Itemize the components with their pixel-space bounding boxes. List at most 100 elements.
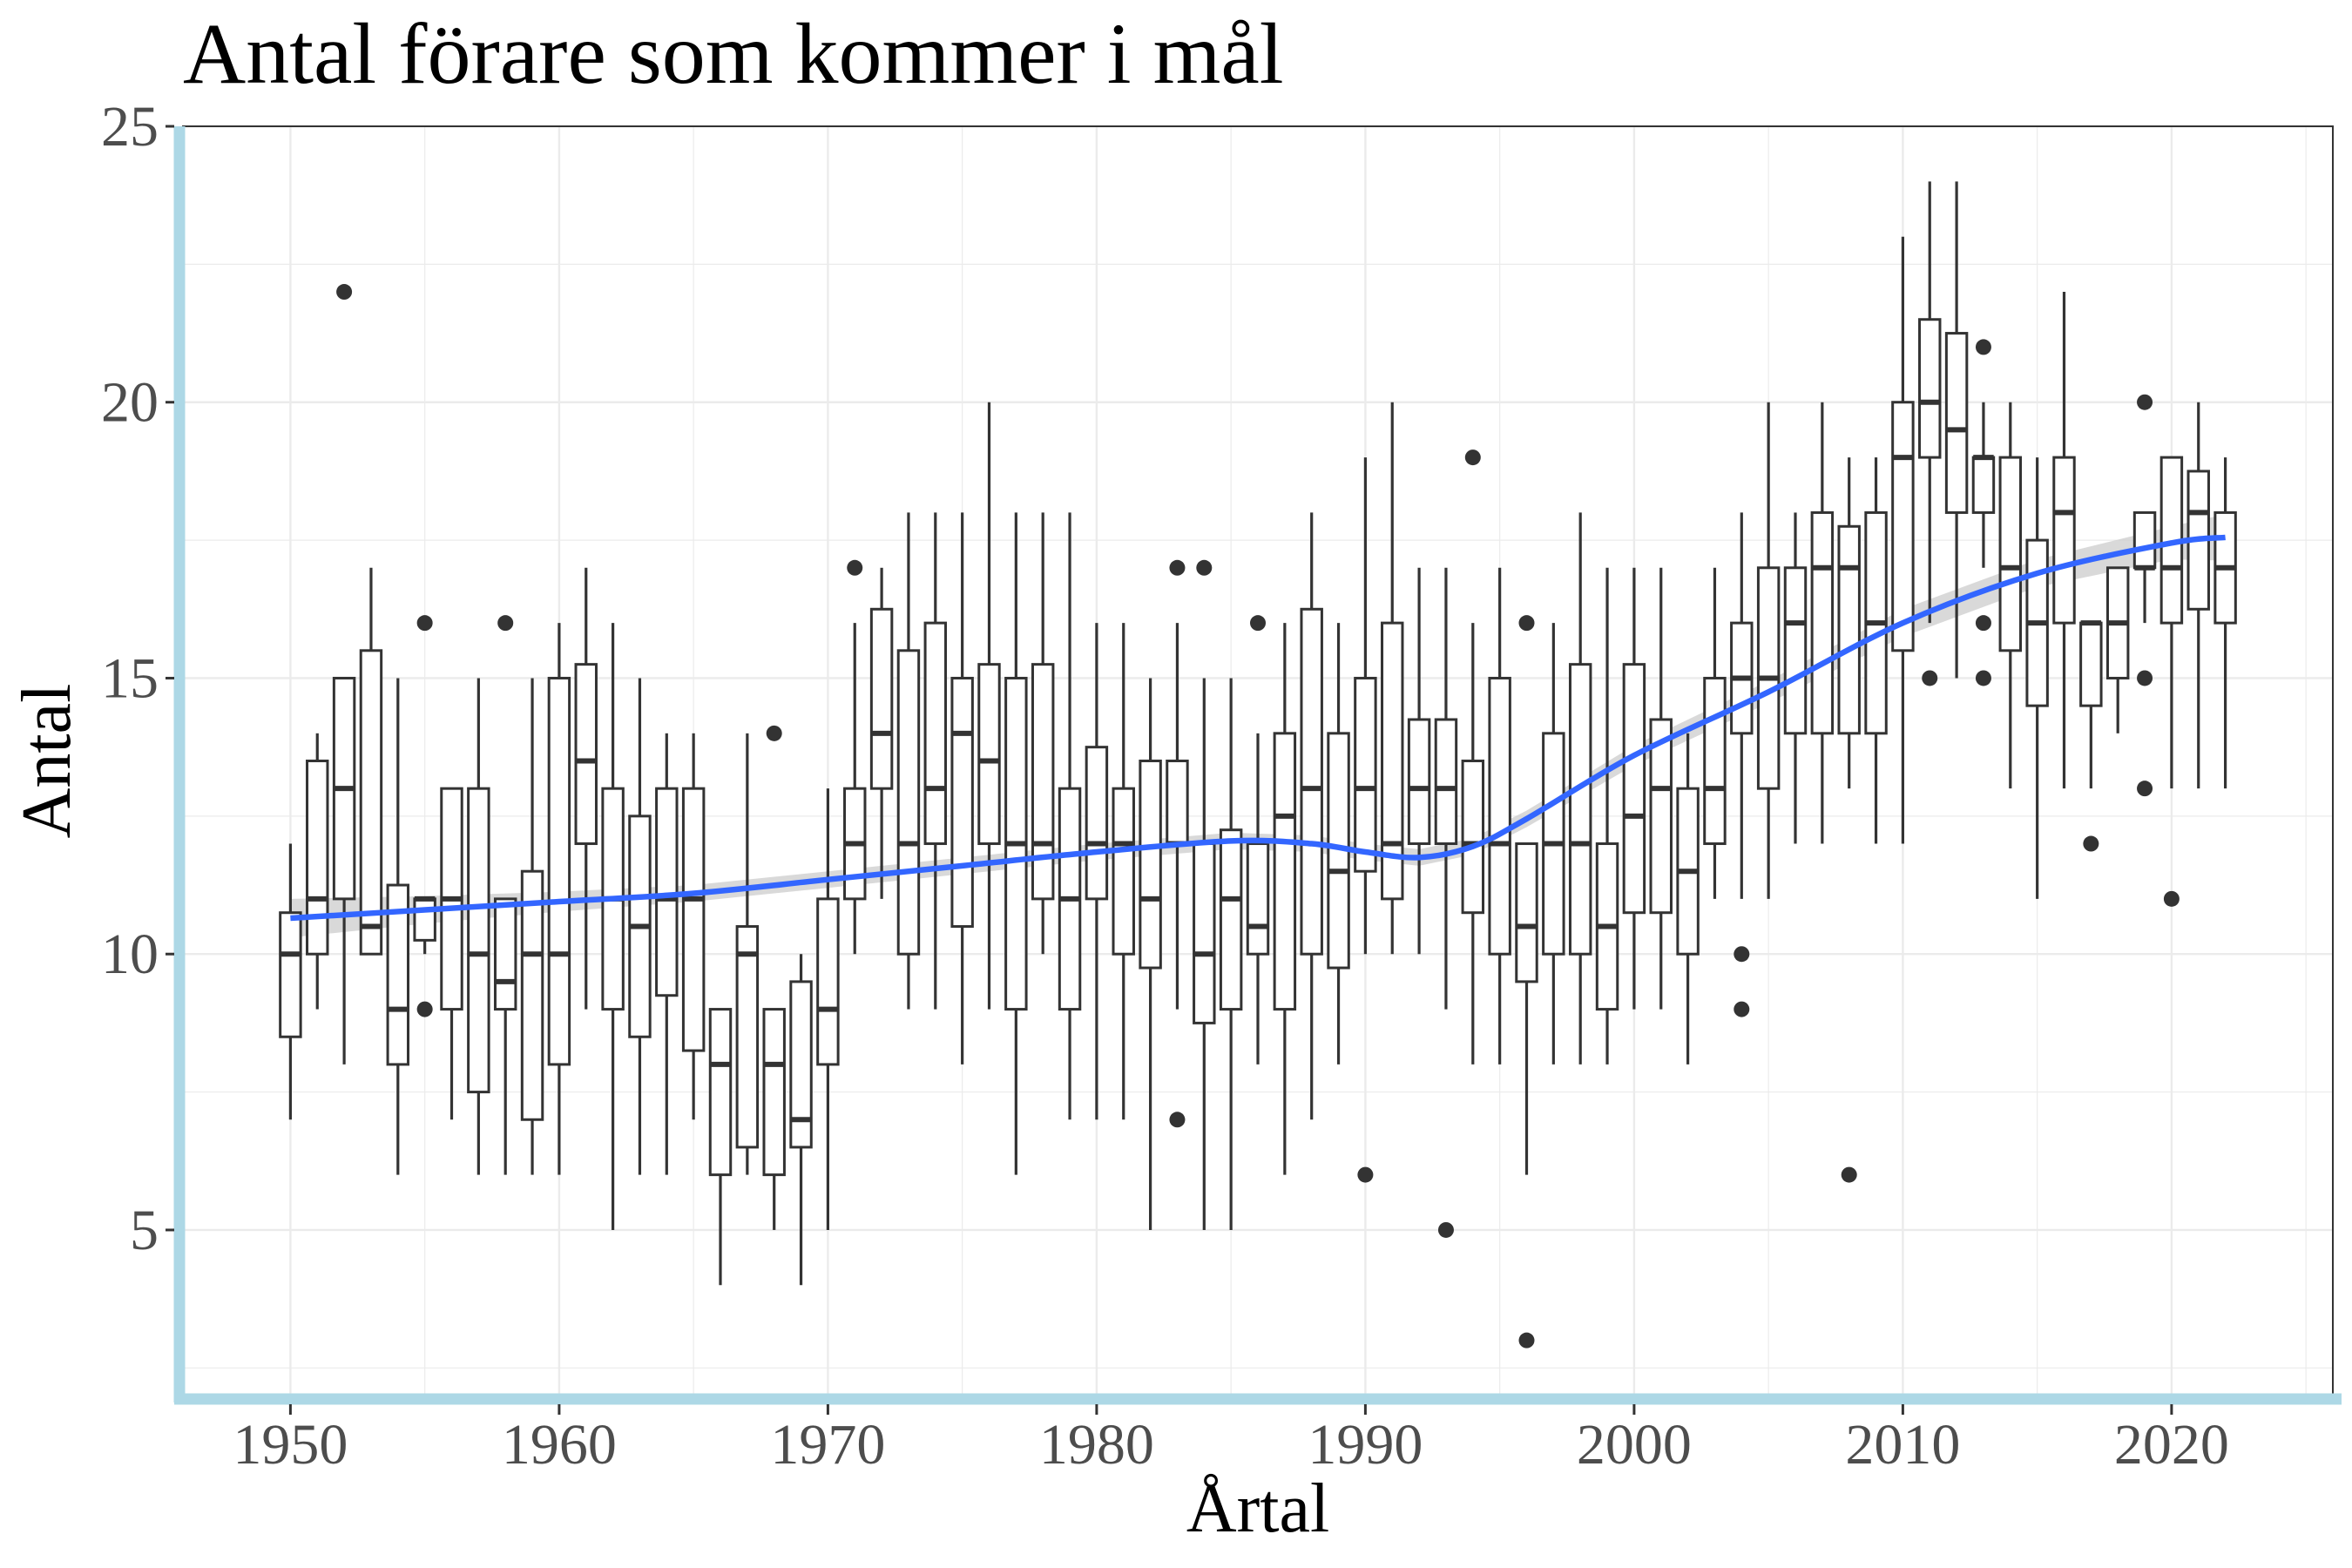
boxplot-2005 (1756, 402, 1781, 899)
boxplot-2016 (2052, 292, 2076, 789)
boxplot-1991 (1381, 402, 1404, 955)
x-tick-label: 2010 (1845, 1413, 1960, 1477)
outlier-point (2163, 890, 2180, 907)
outlier-point (1464, 449, 1481, 466)
outlier-point (2137, 394, 2153, 410)
outlier-point (1975, 670, 1991, 686)
box-iqr (735, 925, 760, 1149)
x-tick-label: 2020 (2114, 1413, 2229, 1477)
boxplot-1982 (1139, 678, 1162, 1230)
box-iqr (1649, 718, 1673, 915)
x-tick-label: 1960 (502, 1413, 617, 1477)
box-iqr (655, 787, 679, 997)
y-tick-label: 20 (101, 371, 159, 435)
boxplot-2009 (1864, 457, 1888, 844)
box-iqr (923, 621, 948, 846)
outlier-point (1250, 615, 1266, 632)
box-iqr (2079, 621, 2103, 707)
y-tick-label: 5 (130, 1199, 159, 1262)
boxplot-1990 (1354, 457, 1377, 1183)
boxplot-1970 (816, 788, 840, 1230)
outlier-point (847, 559, 863, 576)
outlier-point (416, 615, 433, 632)
box-iqr (493, 897, 517, 1011)
outlier-point (2137, 670, 2153, 686)
boxplot-1957 (467, 678, 490, 1175)
boxplot-1960 (547, 623, 571, 1175)
boxplot-2001 (1649, 567, 1673, 1010)
boxplot-1984 (1193, 559, 1216, 1230)
box-iqr (1891, 401, 1915, 652)
boxplot-1976 (977, 402, 1001, 1010)
boxplot-1979 (1058, 512, 1082, 1120)
boxplot-1980 (1085, 623, 1109, 1120)
box-iqr (1918, 318, 1942, 459)
outlier-point (1841, 1166, 1857, 1183)
box-iqr (1300, 607, 1323, 956)
outlier-point (336, 284, 353, 301)
x-axis-title: Årtal (1186, 1470, 1329, 1547)
boxplot-1965 (681, 733, 706, 1120)
outlier-point (1437, 1221, 1454, 1238)
box-iqr (816, 897, 840, 1066)
boxplot-1952 (332, 284, 356, 1064)
box-iqr (1837, 524, 1861, 735)
outlier-point (1518, 615, 1535, 632)
boxplot-2015 (2025, 457, 2049, 899)
x-tick-label: 1990 (1308, 1413, 1423, 1477)
x-tick-label: 1980 (1039, 1413, 1154, 1477)
outlier-point (497, 615, 514, 632)
box-iqr (1273, 732, 1297, 1011)
outlier-point (1357, 1166, 1374, 1183)
boxplot-2012 (1944, 181, 1969, 679)
boxplot-1958 (493, 615, 517, 1175)
box-iqr (413, 897, 436, 942)
outlier-point (1975, 615, 1991, 632)
smooth-trend-line (290, 534, 2226, 922)
box-iqr (977, 663, 1001, 846)
boxplot-1986 (1246, 615, 1270, 1064)
boxplot-2011 (1918, 181, 1942, 686)
outlier-point (416, 1001, 433, 1017)
box-iqr (1515, 842, 1538, 983)
chart-title: Antal förare som kommer i mål (183, 5, 1284, 102)
smooth-line-layer (290, 534, 2226, 922)
box-iqr (896, 649, 921, 956)
box-iqr (1085, 746, 1109, 901)
y-tick-label: 10 (101, 923, 159, 986)
box-iqr (1193, 842, 1216, 1024)
box-iqr (574, 663, 598, 846)
boxplot-1951 (306, 733, 329, 1010)
box-iqr (708, 1008, 733, 1177)
box-iqr (1461, 760, 1485, 915)
box-iqr (1246, 842, 1270, 956)
outlier-point (1975, 339, 1991, 355)
box-iqr (279, 911, 302, 1038)
boxplot-1971 (843, 559, 867, 955)
boxplot-1950 (279, 843, 302, 1120)
box-iqr (1622, 663, 1646, 915)
boxplot-1985 (1219, 678, 1243, 1230)
y-axis-ticks: 5 10 15 20 25 (101, 95, 174, 1262)
outlier-point (766, 725, 782, 741)
boxplot-1998 (1568, 512, 1592, 1064)
box-iqr (1407, 718, 1431, 846)
box-iqr (1568, 663, 1592, 956)
boxplot-1993 (1434, 567, 1458, 1238)
box-iqr (1810, 510, 1835, 735)
box-iqr (869, 607, 894, 790)
box-iqr (1166, 760, 1189, 846)
box-iqr (1354, 676, 1377, 873)
boxplot-1968 (762, 725, 786, 1230)
outlier-point (1196, 559, 1213, 576)
boxplot-2007 (1810, 402, 1835, 844)
boxplot-2002 (1676, 733, 1700, 1064)
box-iqr (789, 980, 813, 1149)
outlier-point (2083, 835, 2099, 852)
boxplot-1997 (1542, 623, 1565, 1064)
boxplot-2017 (2079, 620, 2103, 852)
x-tick-label: 1950 (233, 1413, 348, 1477)
box-iqr (1971, 456, 1996, 514)
box-iqr (1219, 828, 1243, 1011)
boxplot-2018 (2105, 566, 2130, 733)
